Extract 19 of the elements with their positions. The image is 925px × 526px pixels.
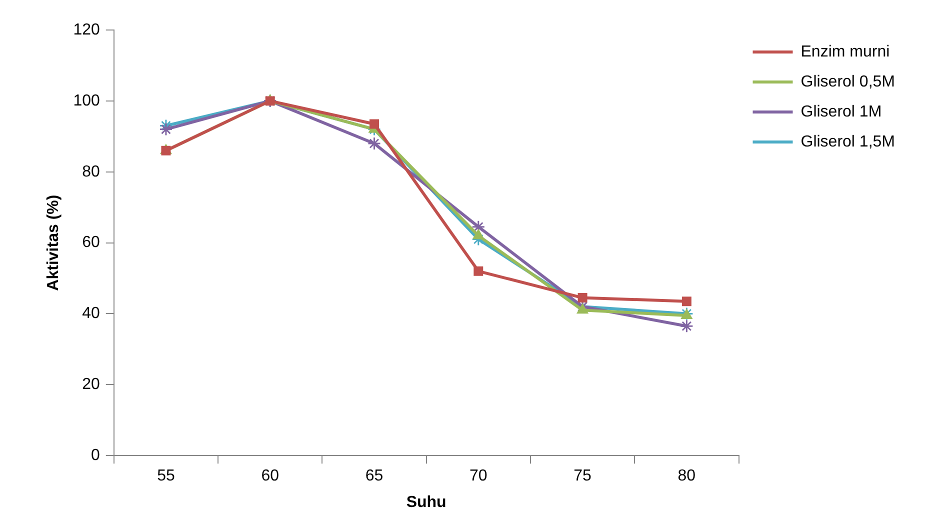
y-tick-label: 60 <box>82 234 100 252</box>
x-tick-label: 65 <box>365 468 384 485</box>
legend-label: Gliserol 1,5M <box>800 133 895 150</box>
y-tick-label: 120 <box>73 21 100 38</box>
y-tick-label: 100 <box>73 92 100 110</box>
legend-label: Gliserol 0,5M <box>800 73 895 90</box>
x-axis-title: Suhu <box>406 494 446 511</box>
y-tick-label: 40 <box>82 305 100 322</box>
x-tick-label: 60 <box>261 468 280 485</box>
y-tick-label: 80 <box>82 163 100 180</box>
x-tick-label: 80 <box>678 468 696 485</box>
x-tick-label: 70 <box>469 468 488 485</box>
y-tick-label: 0 <box>90 447 100 464</box>
legend-label: Enzim murni <box>800 43 890 60</box>
legend-label: Gliserol 1M <box>800 103 882 120</box>
x-tick-label: 75 <box>574 468 592 485</box>
y-tick-label: 20 <box>82 376 100 394</box>
x-tick-label: 55 <box>157 468 175 485</box>
y-axis-title: Aktivitas (%) <box>45 194 62 291</box>
